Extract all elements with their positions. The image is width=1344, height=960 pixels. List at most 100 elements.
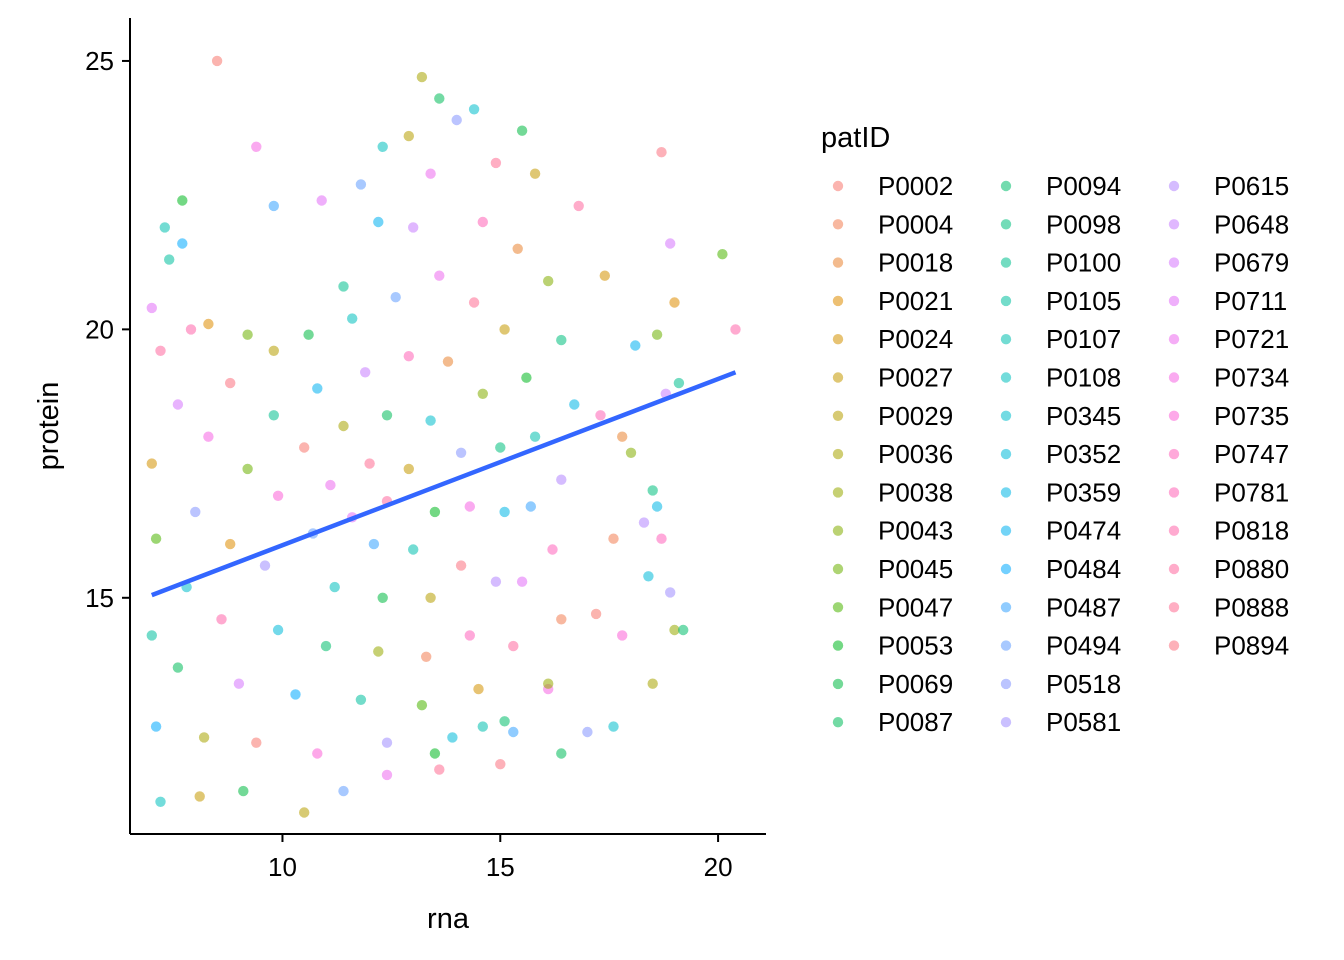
legend-swatch [832,487,844,498]
legend-label: P0345 [1046,401,1121,431]
data-point [617,431,628,442]
data-point [198,732,210,743]
data-point [434,93,445,104]
legend-swatch [832,525,844,536]
data-point [408,544,419,555]
data-point [425,168,436,179]
data-point [455,447,467,458]
data-point [172,662,184,673]
legend-label: P0648 [1214,209,1289,239]
data-point [455,560,467,571]
legend-label: P0036 [878,439,953,469]
data-point [464,501,475,512]
legend-label: P0043 [878,516,953,546]
data-point [355,179,367,190]
data-point [159,222,170,233]
legend-label: P0352 [1046,439,1121,469]
legend-item: P0021 [832,286,953,316]
data-point [368,538,380,550]
data-point [477,721,488,732]
data-point [329,581,340,593]
data-point [673,377,685,389]
legend-item: P0027 [832,363,953,393]
data-point [608,533,619,544]
data-point [425,415,436,426]
legend-swatch [1168,410,1180,421]
data-point [512,243,523,254]
legend-label: P0004 [878,209,953,239]
data-point [451,114,462,126]
data-point [238,785,249,797]
data-point [408,222,419,233]
legend-swatch [1000,295,1012,307]
data-point [429,748,441,759]
legend-label: P0474 [1046,516,1121,546]
legend-swatch [1000,678,1012,690]
legend-label: P0494 [1046,631,1121,661]
legend-swatch [1168,563,1180,575]
legend-item: P0107 [1000,324,1121,354]
data-point [730,324,741,335]
legend-item: P0818 [1168,516,1289,546]
legend-swatch [1168,525,1180,536]
legend-item: P0781 [1168,477,1289,507]
legend-label: P0069 [878,669,953,699]
legend-item: P0484 [1000,554,1121,584]
legend-swatch [1168,295,1180,307]
legend-item: P0880 [1168,554,1289,584]
legend-label: P0018 [878,248,953,278]
data-point [172,399,184,410]
legend-item: P0029 [832,401,953,431]
data-point [242,329,253,340]
x-axis-label: rna [427,903,470,935]
data-point [338,420,349,432]
legend-item: P0359 [1000,477,1121,507]
data-point [625,447,637,458]
data-point [434,270,445,281]
legend-swatch [832,640,844,651]
legend-item: P0735 [1168,401,1289,431]
legend-label: P0107 [1046,324,1121,354]
legend-label: P0024 [878,324,953,354]
legend-swatch [832,602,844,613]
data-point [569,399,580,410]
legend-label: P0105 [1046,286,1121,316]
data-point [272,490,284,501]
legend-swatch [1000,640,1012,651]
data-point [447,732,458,743]
data-point [299,442,310,453]
data-point [556,748,567,759]
data-point [543,678,554,689]
legend-label: P0087 [878,707,953,737]
data-point [416,71,428,83]
data-point [373,646,384,657]
legend-swatch [1000,717,1012,728]
legend-label: P0053 [878,631,953,661]
data-point [656,533,667,544]
legend-label: P0615 [1214,171,1289,201]
legend-label: P0894 [1214,631,1289,661]
data-point [499,716,510,727]
data-point [316,195,327,206]
data-point [464,630,475,641]
legend-item: P0018 [832,248,953,278]
data-point [468,297,480,308]
legend-swatch [1000,410,1012,421]
data-point [590,608,602,620]
legend-item: P0734 [1168,363,1289,393]
legend-entries: P0002 P0004 P0018 P0021 P0024 P0027 P0029 P0036… [832,171,1289,737]
data-point [312,748,323,759]
legend-swatch [1168,257,1180,268]
data-point [216,614,227,625]
data-point [516,125,528,136]
data-point [442,356,454,367]
data-point [150,533,162,544]
legend-item: P0747 [1168,439,1289,469]
legend-swatch [832,448,844,460]
y-ticks: 15 20 25 [85,46,130,613]
legend-swatch [832,219,844,230]
legend-item: P0100 [1000,248,1121,278]
legend-swatch [832,334,844,345]
legend-swatch [1168,602,1180,613]
